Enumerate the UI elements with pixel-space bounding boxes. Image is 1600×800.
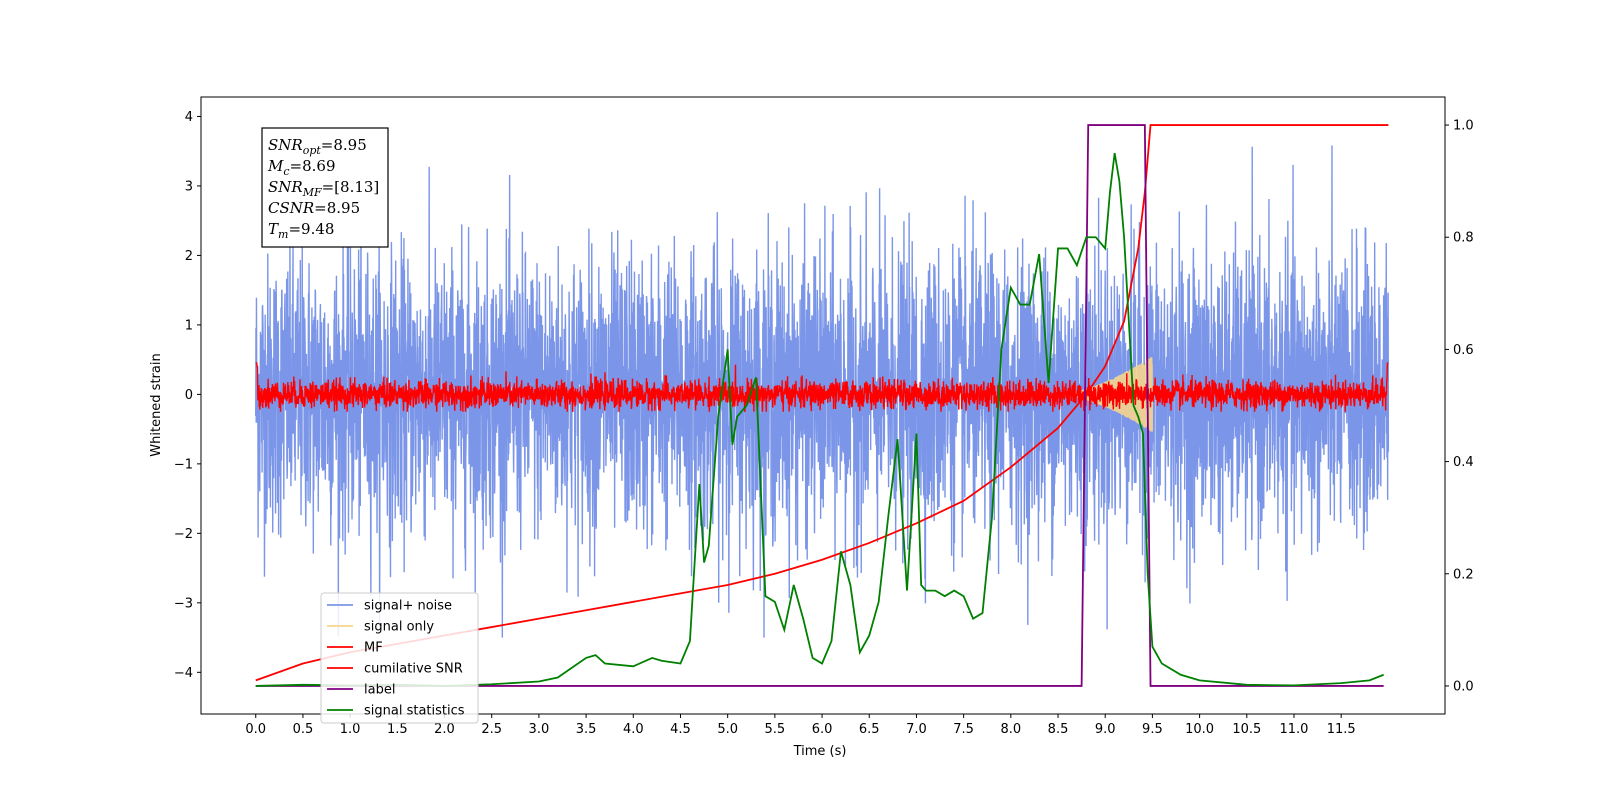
info-line: Tm=9.48	[268, 220, 334, 241]
x-tick-label: 2.5	[481, 722, 502, 737]
y2-tick-label: 0.8	[1453, 231, 1474, 246]
x-axis-title: Time (s)	[793, 744, 847, 759]
y2-tick-label: 1.0	[1453, 119, 1474, 134]
x-tick-label: 0.0	[245, 722, 266, 737]
y-tick-label: −4	[174, 666, 193, 681]
y-tick-label: 4	[185, 110, 193, 125]
y2-tick-label: 0.2	[1453, 567, 1474, 582]
info-line: SNRMF=[8.13]	[268, 178, 379, 199]
x-tick-label: 9.0	[1095, 722, 1116, 737]
x-tick-label: 8.0	[1000, 722, 1021, 737]
x-tick-label: 6.0	[812, 722, 833, 737]
x-tick-label: 10.5	[1232, 722, 1261, 737]
x-tick-label: 0.5	[293, 722, 314, 737]
x-tick-label: 11.5	[1327, 722, 1356, 737]
y-tick-label: 1	[185, 318, 193, 333]
x-tick-label: 4.0	[623, 722, 644, 737]
x-tick-label: 1.0	[340, 722, 361, 737]
y2-tick-label: 0.4	[1453, 455, 1474, 470]
plot-frame	[200, 96, 1446, 715]
x-axis: 0.0 0.5 1.0 1.5 2.0 2.5 3.0 3.5 4.0 4.5 5.0 5.5 6.0 6…	[245, 714, 1356, 737]
y-tick-label: 0	[185, 388, 193, 403]
x-tick-label: 2.0	[434, 722, 455, 737]
x-tick-label: 4.5	[670, 722, 691, 737]
y-axis-left: 4 3 2 1 0 −1 −2 −3 −4	[174, 110, 201, 681]
series-label	[255, 124, 1384, 687]
x-tick-label: 9.5	[1142, 722, 1163, 737]
x-tick-label: 7.5	[953, 722, 974, 737]
y-axis-right: 1.0 0.8 0.6 0.4 0.2 0.0	[1445, 119, 1474, 694]
y-tick-label: 2	[185, 249, 193, 264]
legend-label: cumilative SNR	[364, 662, 463, 677]
legend-label: MF	[364, 641, 383, 656]
x-tick-label: 7.0	[906, 722, 927, 737]
y-tick-label: −2	[174, 527, 193, 542]
info-line: Mc=8.69	[267, 157, 336, 178]
x-tick-label: 3.0	[529, 722, 550, 737]
legend-label: signal+ noise	[364, 599, 452, 614]
info-line: CSNR=8.95	[268, 199, 360, 217]
y-tick-label: −1	[174, 457, 193, 472]
y-tick-label: −3	[174, 596, 193, 611]
x-tick-label: 8.5	[1048, 722, 1069, 737]
legend-label: label	[364, 683, 395, 698]
legend-label: signal only	[364, 620, 434, 635]
x-tick-label: 6.5	[859, 722, 880, 737]
x-tick-label: 11.0	[1280, 722, 1309, 737]
series-signal-noise	[255, 145, 1390, 638]
legend-label: signal statistics	[364, 704, 465, 719]
series-mf	[255, 362, 1389, 412]
legend: signal+ noise signal only MF cumilative SNR…	[320, 592, 479, 724]
x-tick-label: 5.0	[717, 722, 738, 737]
y-axis-title: Whitened strain	[149, 353, 164, 456]
x-tick-label: 3.5	[576, 722, 597, 737]
info-box-frame	[261, 127, 389, 248]
series-signal-statistics	[255, 152, 1384, 687]
legend-frame	[320, 592, 479, 724]
y-tick-label: 3	[185, 179, 193, 194]
y2-tick-label: 0.6	[1453, 343, 1474, 358]
x-tick-label: 10.0	[1185, 722, 1214, 737]
x-tick-label: 5.5	[765, 722, 786, 737]
x-tick-label: 1.5	[387, 722, 408, 737]
info-line: SNRopt=8.95	[268, 136, 367, 157]
y2-tick-label: 0.0	[1453, 679, 1474, 694]
